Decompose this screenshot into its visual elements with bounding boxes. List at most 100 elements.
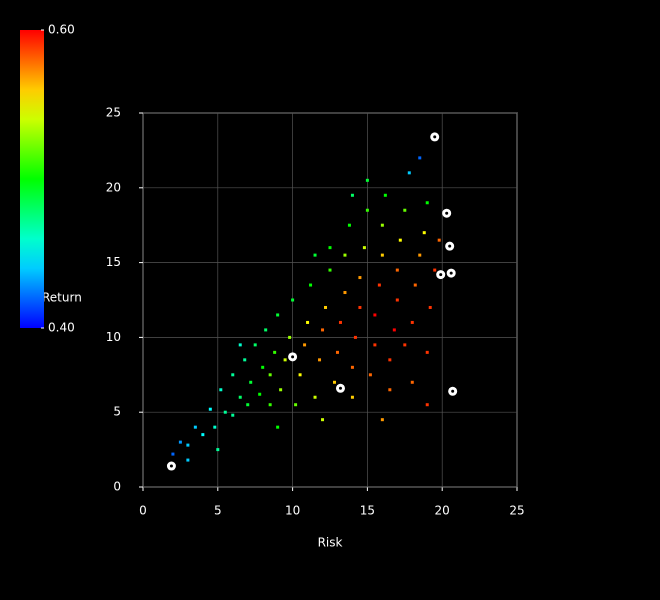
point bbox=[350, 365, 354, 369]
x-tick-label: 0 bbox=[139, 504, 147, 518]
point bbox=[249, 380, 253, 384]
point bbox=[392, 328, 396, 332]
point bbox=[223, 410, 227, 414]
point bbox=[343, 291, 347, 295]
point bbox=[403, 343, 407, 347]
point bbox=[264, 328, 268, 332]
point bbox=[246, 403, 250, 407]
point bbox=[303, 343, 307, 347]
point bbox=[362, 246, 366, 250]
point bbox=[268, 403, 272, 407]
point bbox=[268, 373, 272, 377]
x-axis-label: Risk bbox=[318, 536, 343, 550]
colorbar-tick-label: 0.60 bbox=[48, 23, 75, 37]
point bbox=[273, 350, 277, 354]
point bbox=[208, 407, 212, 411]
point bbox=[403, 208, 407, 212]
point bbox=[365, 178, 369, 182]
point bbox=[388, 358, 392, 362]
point bbox=[213, 425, 217, 429]
point bbox=[358, 305, 362, 309]
highlight-center bbox=[338, 386, 342, 390]
point bbox=[238, 395, 242, 399]
point bbox=[380, 223, 384, 227]
highlight-center bbox=[451, 389, 455, 393]
highlight-center bbox=[291, 355, 295, 359]
point bbox=[243, 358, 247, 362]
point bbox=[238, 343, 242, 347]
point bbox=[178, 440, 182, 444]
point bbox=[193, 425, 197, 429]
y-tick-label: 0 bbox=[113, 480, 121, 494]
point bbox=[395, 298, 399, 302]
point bbox=[388, 388, 392, 392]
point bbox=[373, 343, 377, 347]
point bbox=[335, 350, 339, 354]
point bbox=[422, 231, 426, 235]
point bbox=[332, 380, 336, 384]
point bbox=[231, 413, 235, 417]
point bbox=[365, 208, 369, 212]
point bbox=[383, 193, 387, 197]
point bbox=[216, 448, 220, 452]
point bbox=[433, 268, 437, 272]
y-tick-label: 10 bbox=[106, 330, 121, 344]
point bbox=[413, 283, 417, 287]
point bbox=[328, 246, 332, 250]
colorbar bbox=[20, 30, 44, 328]
point bbox=[186, 458, 190, 462]
point bbox=[253, 343, 257, 347]
point bbox=[407, 171, 411, 175]
point bbox=[309, 283, 313, 287]
point bbox=[283, 358, 287, 362]
point bbox=[231, 373, 235, 377]
point bbox=[368, 373, 372, 377]
highlight-center bbox=[445, 211, 449, 215]
point bbox=[380, 418, 384, 422]
point bbox=[425, 350, 429, 354]
point bbox=[350, 395, 354, 399]
point bbox=[425, 403, 429, 407]
point bbox=[294, 403, 298, 407]
point bbox=[418, 253, 422, 257]
point bbox=[395, 268, 399, 272]
point bbox=[425, 201, 429, 205]
point bbox=[338, 320, 342, 324]
point bbox=[306, 320, 310, 324]
point bbox=[279, 388, 283, 392]
x-tick-label: 10 bbox=[285, 504, 300, 518]
point bbox=[398, 238, 402, 242]
plot-area bbox=[142, 112, 518, 488]
point bbox=[201, 433, 205, 437]
x-tick-label: 20 bbox=[435, 504, 450, 518]
point bbox=[377, 283, 381, 287]
point bbox=[313, 395, 317, 399]
point bbox=[380, 253, 384, 257]
point bbox=[358, 276, 362, 280]
highlight-center bbox=[433, 135, 437, 139]
point bbox=[343, 253, 347, 257]
point bbox=[321, 418, 325, 422]
y-tick-label: 25 bbox=[106, 106, 121, 120]
point bbox=[410, 320, 414, 324]
point bbox=[288, 335, 292, 339]
point bbox=[437, 238, 441, 242]
point bbox=[313, 253, 317, 257]
point bbox=[261, 365, 265, 369]
highlight-center bbox=[448, 244, 452, 248]
point bbox=[350, 193, 354, 197]
colorbar-label: Return bbox=[42, 291, 82, 305]
point bbox=[171, 452, 175, 456]
colorbar-tick-label: 0.40 bbox=[48, 321, 75, 335]
point bbox=[373, 313, 377, 317]
point bbox=[186, 443, 190, 447]
point bbox=[291, 298, 295, 302]
point bbox=[353, 335, 357, 339]
y-tick-label: 20 bbox=[106, 180, 121, 194]
point bbox=[318, 358, 322, 362]
y-tick-label: 15 bbox=[106, 255, 121, 269]
point bbox=[328, 268, 332, 272]
point bbox=[418, 156, 422, 160]
x-tick-label: 15 bbox=[360, 504, 375, 518]
